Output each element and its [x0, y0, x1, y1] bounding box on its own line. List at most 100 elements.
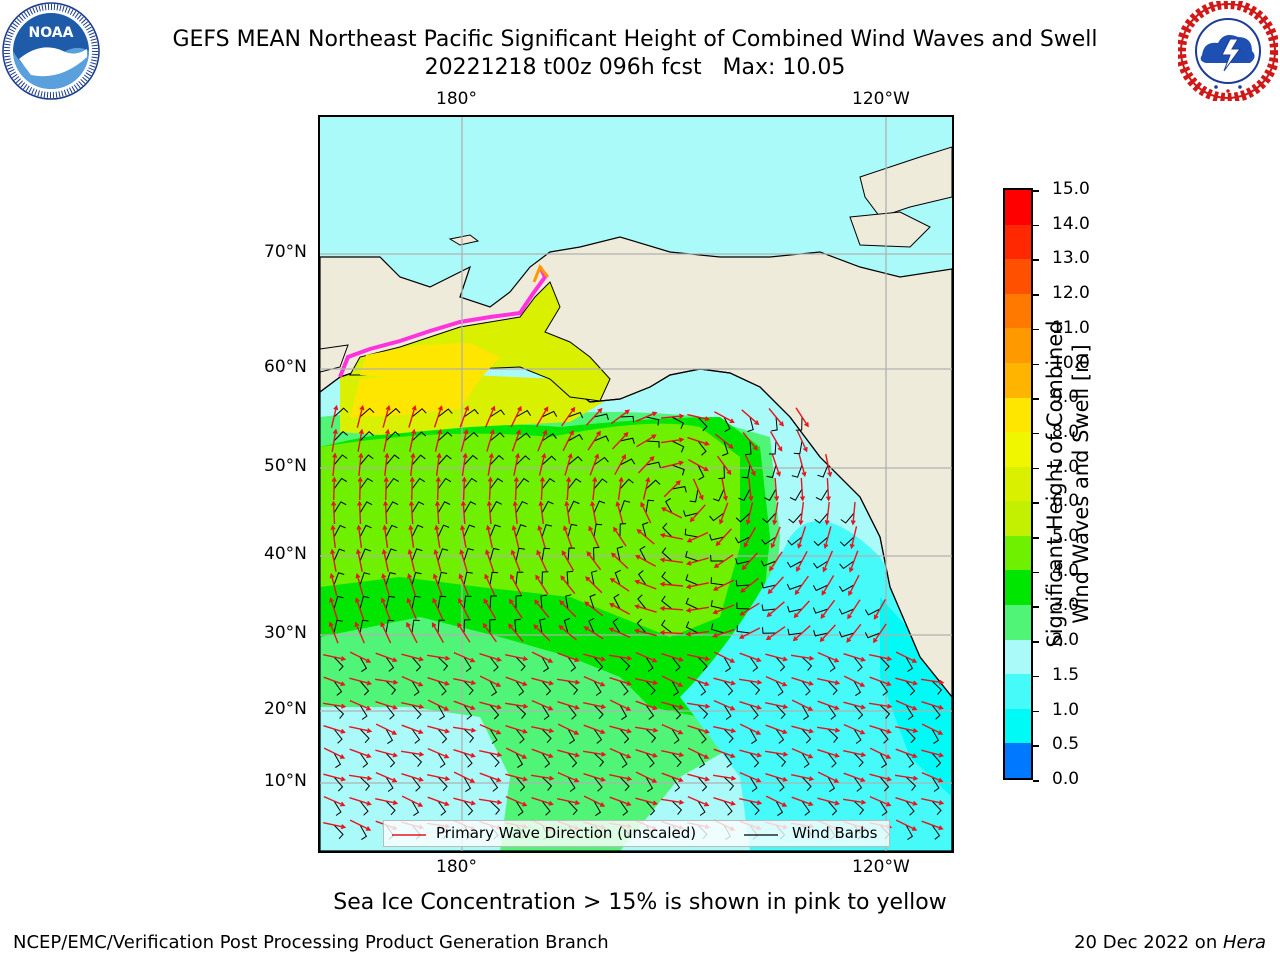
- wind-barb: [567, 547, 576, 562]
- wave-direction-arrow: [869, 747, 892, 759]
- wind-barb: [827, 752, 837, 768]
- colorbar-tick-label: 2.0: [1052, 630, 1080, 651]
- wave-direction-arrow: [869, 795, 892, 807]
- wave-direction-arrow: [408, 524, 415, 549]
- wind-barb: [489, 547, 500, 562]
- wave-direction-arrow: [566, 476, 572, 501]
- wind-barb: [541, 500, 554, 514]
- wind-barb: [760, 560, 777, 567]
- wind-barb: [593, 478, 608, 490]
- wind-barb: [437, 776, 448, 792]
- wind-barb: [710, 623, 725, 634]
- wave-direction-arrow: [825, 454, 833, 478]
- wave-direction-arrow: [557, 749, 580, 758]
- wave-direction-arrow: [617, 476, 624, 500]
- wave-direction-arrow: [609, 699, 632, 711]
- wind-barb: [540, 594, 547, 610]
- wind-barb: [665, 497, 673, 514]
- wave-direction-arrow: [921, 798, 945, 806]
- colorbar-tick-label: 1.5: [1052, 664, 1080, 685]
- sea-ice-footnote: Sea Ice Concentration > 15% is shown in …: [333, 890, 947, 915]
- wave-direction-arrow: [770, 526, 781, 549]
- colorbar-title: Significant Height of Combined Wind Wave…: [1042, 284, 1102, 684]
- wind-barb: [905, 800, 915, 816]
- wave-direction-arrow: [635, 771, 658, 783]
- wave-direction-arrow: [349, 677, 372, 686]
- wind-barb: [839, 560, 855, 570]
- wave-direction-arrow: [383, 428, 390, 452]
- wind-barb: [709, 534, 725, 541]
- wave-direction-arrow: [661, 750, 685, 758]
- wind-barb: [359, 431, 375, 442]
- wind-barb: [567, 478, 582, 490]
- colorbar-tick-label: 14.0: [1052, 213, 1090, 234]
- wave-direction-arrow: [614, 454, 626, 476]
- wave-direction-arrow: [793, 600, 810, 619]
- wind-barb: [385, 454, 400, 466]
- wind-barb: [795, 416, 803, 431]
- wind-barb: [645, 461, 661, 469]
- wind-barb: [722, 440, 729, 457]
- wind-barb: [723, 704, 732, 720]
- wave-direction-arrow: [356, 548, 363, 572]
- wind-barb: [775, 752, 787, 767]
- wind-barb: [645, 704, 655, 720]
- wave-direction-arrow: [765, 702, 789, 710]
- wave-direction-arrow: [328, 621, 339, 644]
- wave-direction-arrow: [460, 500, 466, 525]
- wind-barb: [619, 415, 635, 423]
- wind-barb: [359, 501, 373, 514]
- wave-direction-arrow: [791, 699, 814, 711]
- wave-direction-arrow: [609, 577, 630, 592]
- wave-direction-arrow: [739, 771, 762, 783]
- colorbar-tick-mark: [1033, 675, 1039, 678]
- colorbar-tick-mark: [1033, 571, 1039, 574]
- wave-direction-arrow: [692, 478, 704, 501]
- wind-barb: [385, 477, 399, 490]
- wind-barb: [787, 606, 803, 613]
- colorbar-tick-mark: [1033, 780, 1039, 782]
- wind-barb: [333, 454, 348, 466]
- wave-direction-arrow: [792, 625, 811, 642]
- wave-direction-arrow: [331, 500, 337, 525]
- colorbar-tick-mark: [1033, 190, 1039, 192]
- wave-direction-arrow: [850, 501, 856, 526]
- wind-barb: [787, 628, 803, 636]
- wave-direction-arrow: [409, 476, 415, 501]
- wave-direction-arrow: [380, 621, 392, 644]
- lon-label-top-120w: 120°W: [852, 89, 910, 109]
- wind-barb: [838, 584, 855, 592]
- wind-barb: [723, 680, 734, 696]
- wind-barb: [931, 824, 941, 840]
- wind-barb: [437, 680, 447, 696]
- wind-barb: [735, 579, 751, 587]
- wave-direction-arrow: [921, 723, 944, 735]
- wind-barb: [645, 800, 656, 816]
- wave-direction-arrow: [663, 480, 681, 498]
- wind-barb: [661, 547, 673, 562]
- colorbar-segment: [1005, 570, 1031, 606]
- wave-direction-arrow: [661, 723, 684, 735]
- wind-barb: [593, 435, 610, 442]
- wave-direction-arrow: [355, 572, 364, 596]
- wind-barb: [333, 501, 347, 514]
- wave-direction-arrow: [822, 550, 834, 573]
- wave-direction-arrow: [714, 433, 734, 449]
- wind-barb: [593, 500, 606, 514]
- wind-barb: [749, 776, 758, 792]
- wave-direction-arrow: [765, 653, 788, 662]
- wave-direction-arrow: [349, 797, 372, 806]
- wave-direction-arrow: [556, 678, 581, 685]
- wind-barb: [788, 512, 803, 524]
- wind-barb: [463, 752, 473, 768]
- map-legend: Primary Wave Direction (unscaled) Wind B…: [383, 820, 890, 847]
- colorbar-segment: [1005, 605, 1031, 641]
- wind-barb: [463, 656, 472, 672]
- wind-barb: [671, 440, 685, 453]
- wind-barb: [541, 728, 552, 744]
- wave-direction-arrow: [564, 500, 571, 525]
- wave-direction-arrow: [765, 675, 788, 687]
- wave-direction-arrow: [741, 409, 760, 426]
- wind-barb: [738, 488, 751, 502]
- wave-direction-arrow: [407, 573, 417, 596]
